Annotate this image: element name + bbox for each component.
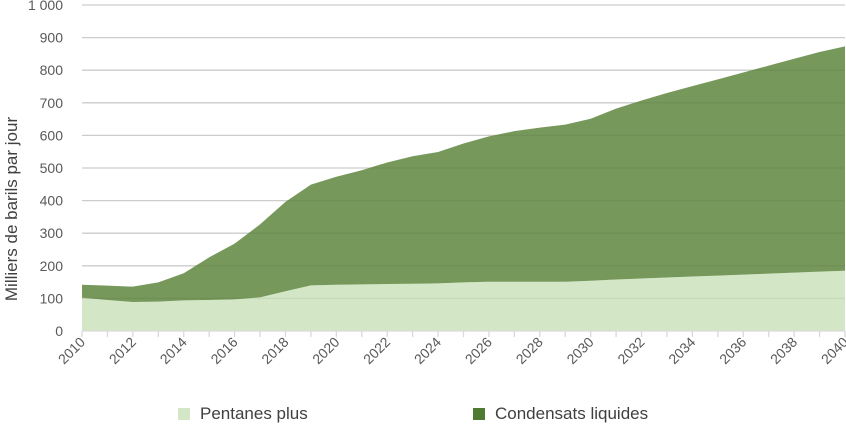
y-tick-label: 900 [40, 30, 64, 46]
y-tick-label: 700 [40, 95, 64, 111]
legend-item-condensats-liquides: Condensats liquides [473, 404, 648, 424]
y-tick-label: 500 [40, 160, 64, 176]
x-tick-label: 2022 [360, 334, 393, 367]
stacked-area-chart: 2010 2012 2014 2016 2018 2020 2022 2024 2026 2028… [2, 0, 846, 367]
x-tick-label: 2020 [309, 334, 342, 367]
legend-swatch-light-green [178, 408, 190, 420]
x-axis: 2010 2012 2014 2016 2018 2020 2022 2024 2026 2028… [55, 330, 846, 367]
legend-label: Condensats liquides [495, 404, 649, 423]
x-tick-label: 2040 [818, 334, 846, 367]
x-tick-label: 2038 [767, 334, 800, 367]
y-tick-label: 800 [40, 62, 64, 78]
legend: Pentanes plus Condensats liquides [0, 404, 846, 430]
y-tick-label: 200 [40, 258, 64, 274]
x-tick-label: 2018 [258, 334, 291, 367]
x-tick-label: 2030 [563, 334, 596, 367]
y-tick-label: 600 [40, 127, 64, 143]
legend-item-pentanes-plus: Pentanes plus [178, 404, 308, 424]
x-tick-label: 2032 [614, 334, 647, 367]
y-tick-label: 300 [40, 225, 64, 241]
area-series [82, 4, 845, 331]
y-tick-label: 1 000 [28, 0, 63, 13]
x-tick-label: 2034 [665, 334, 698, 367]
y-tick-label: 100 [40, 290, 64, 306]
y-tick-label: 0 [55, 323, 63, 339]
x-tick-label: 2012 [106, 334, 139, 367]
y-axis: 0 100 200 300 400 500 600 700 800 900 1 000 [28, 0, 63, 339]
x-tick-label: 2028 [513, 334, 546, 367]
x-tick-label: 2014 [157, 334, 190, 367]
x-tick-label: 2016 [207, 334, 240, 367]
area-condensats-liquides [82, 46, 845, 302]
area-pentanes-plus [82, 270, 845, 331]
y-axis-label: Milliers de barils par jour [2, 117, 21, 302]
legend-label: Pentanes plus [200, 404, 308, 423]
x-tick-label: 2024 [411, 334, 444, 367]
x-tick-label: 2026 [462, 334, 495, 367]
legend-swatch-dark-green [473, 408, 485, 420]
y-tick-label: 400 [40, 193, 64, 209]
x-tick-label: 2036 [716, 334, 749, 367]
